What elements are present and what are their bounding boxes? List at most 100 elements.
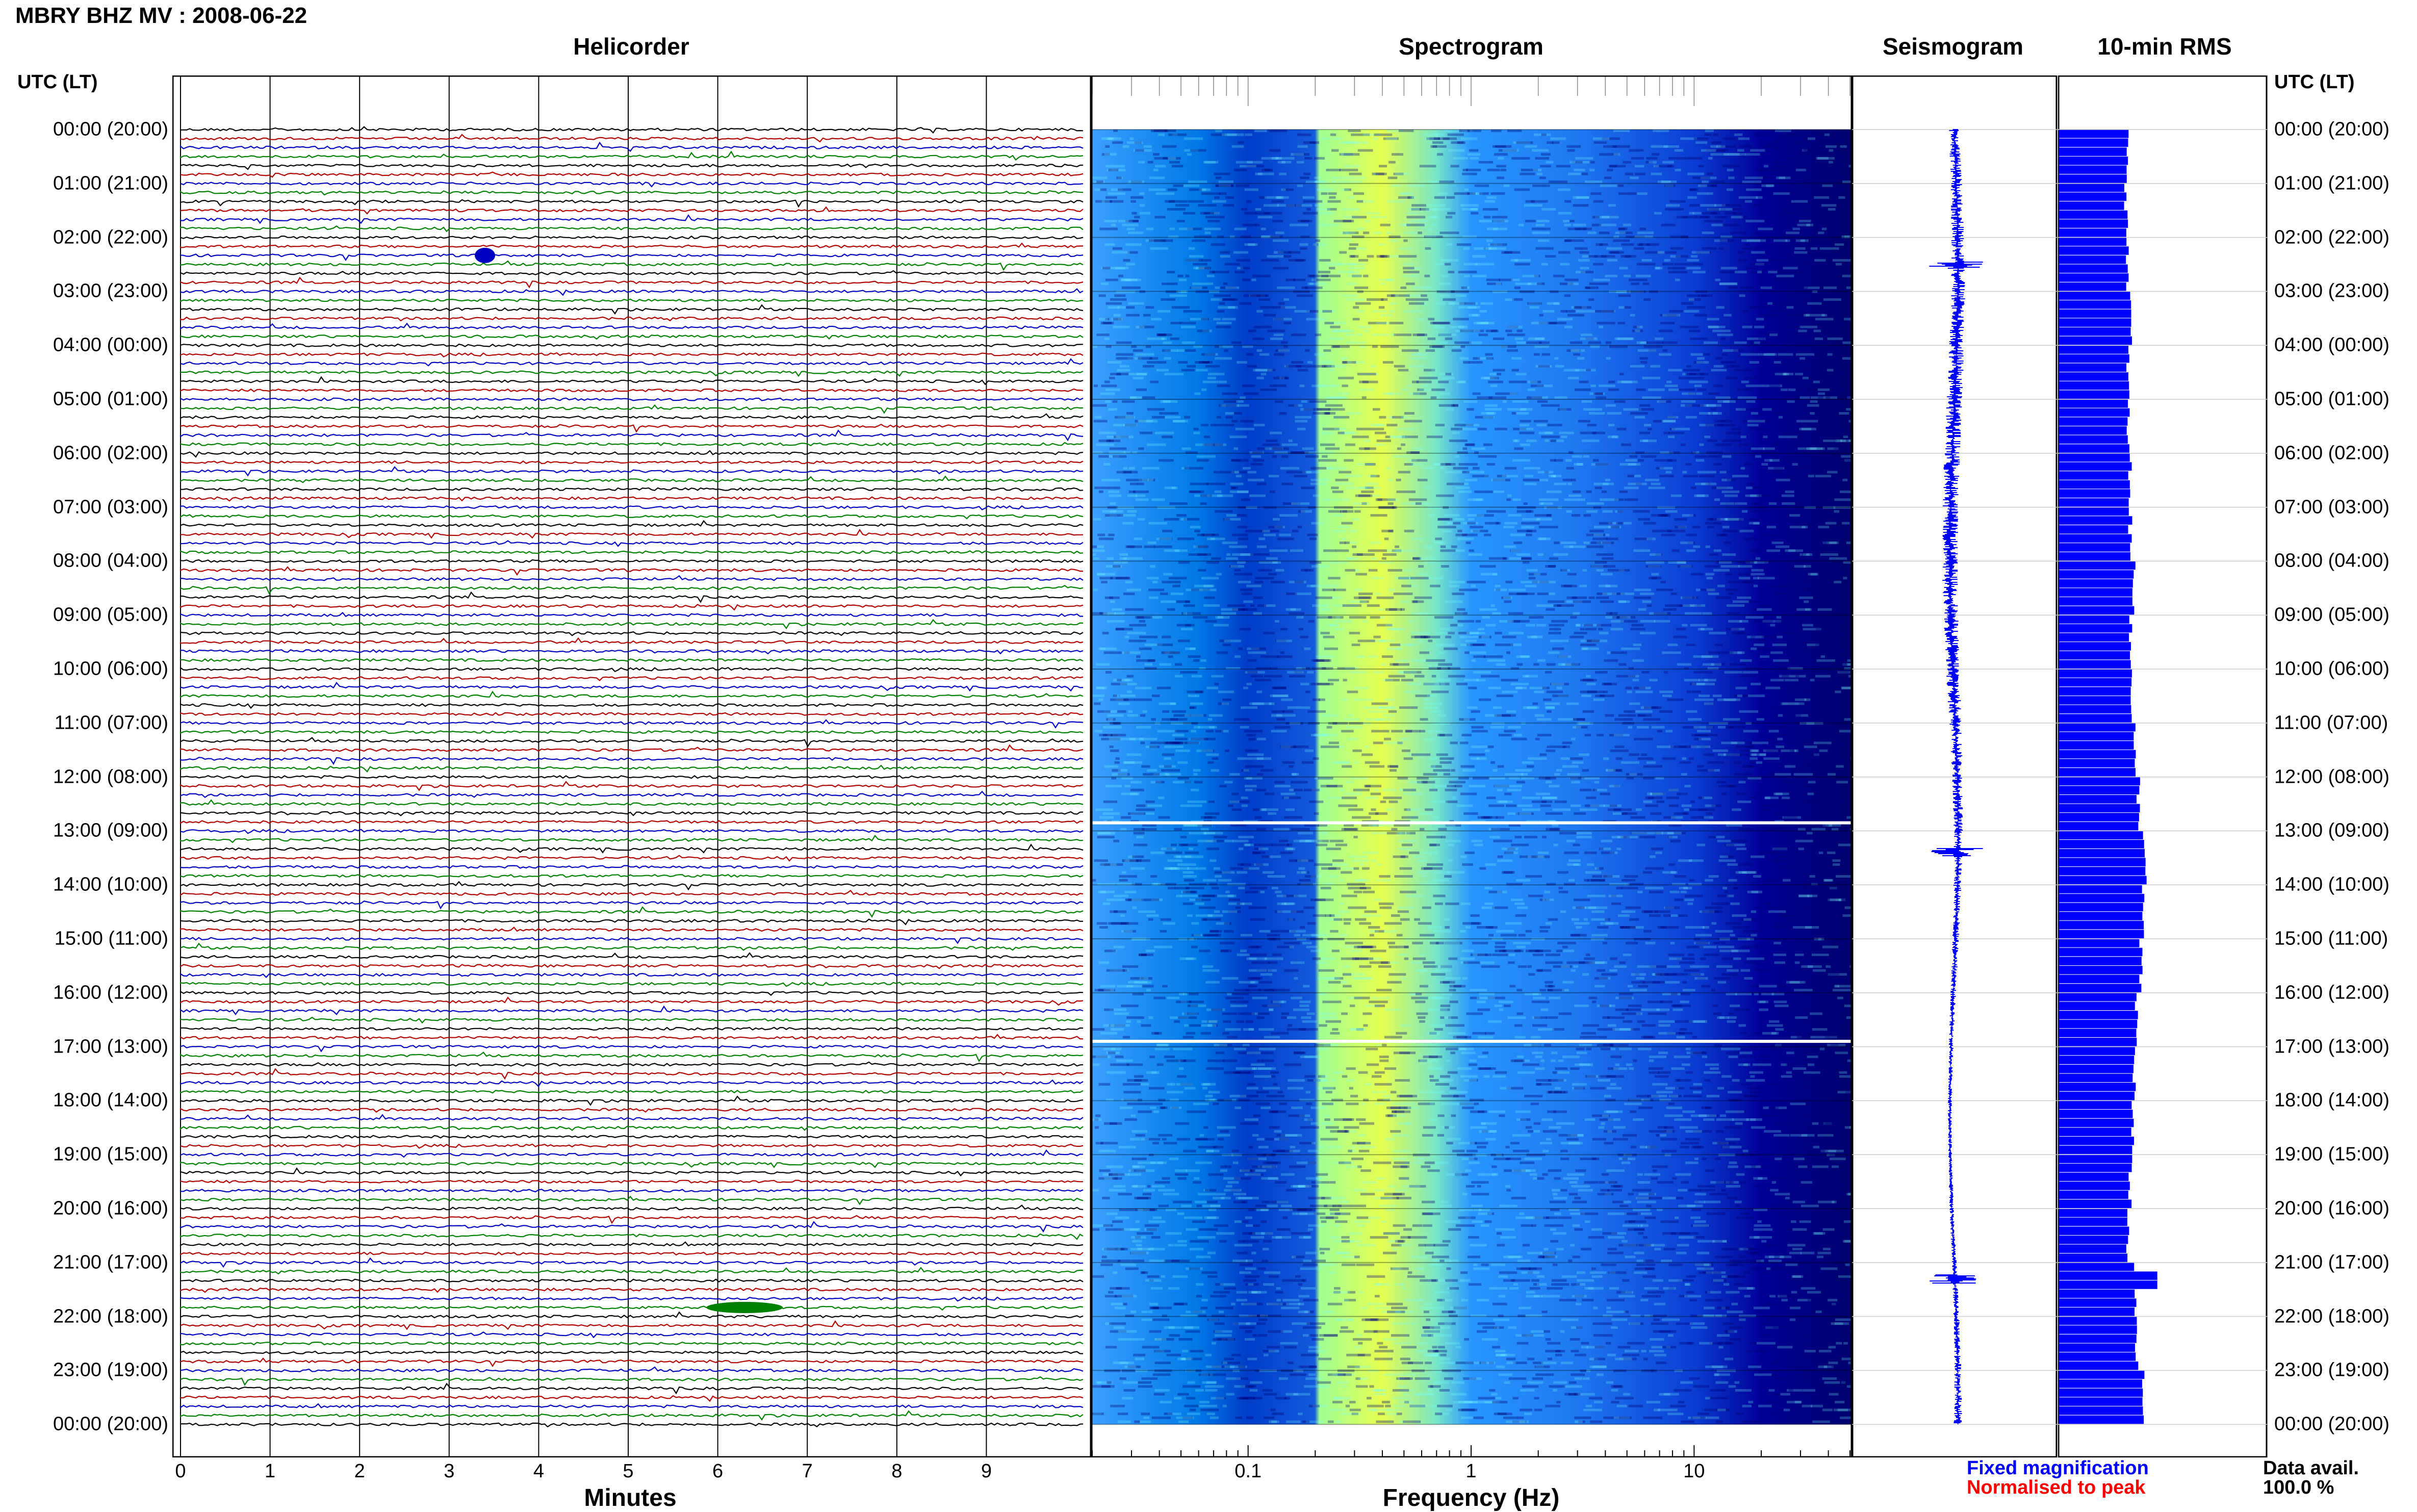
- spectrogram-cell: [1751, 412, 1758, 415]
- spectrogram-cell: [1659, 353, 1672, 356]
- spectrogram-cell: [1703, 663, 1714, 666]
- spectrogram-cell: [1289, 765, 1294, 768]
- spectrogram-cell: [1386, 808, 1394, 811]
- spectrogram-cell: [1617, 836, 1624, 838]
- spectrogram-cell: [1725, 518, 1739, 521]
- spectrogram-cell: [1457, 608, 1465, 611]
- spectrogram-cell: [1553, 275, 1565, 277]
- spectrogram-cell: [1262, 530, 1270, 532]
- spectrogram-cell: [1276, 196, 1289, 199]
- spectrogram-cell: [1231, 342, 1242, 344]
- spectrogram-cell: [1358, 259, 1368, 262]
- spectrogram-cell: [1436, 302, 1446, 305]
- spectrogram-cell: [1506, 651, 1510, 654]
- spectrogram-cell: [1168, 859, 1182, 862]
- spectrogram-cell: [1629, 455, 1637, 458]
- spectrogram-cell: [1145, 663, 1153, 666]
- spectrogram-cell: [1531, 322, 1548, 324]
- spectrogram-cell: [1566, 310, 1575, 313]
- spectrogram-cell: [1187, 612, 1201, 614]
- spectrogram-cell: [1724, 542, 1732, 544]
- spectrogram-cell: [1664, 185, 1676, 187]
- spectrogram-cell: [1722, 224, 1739, 226]
- spectrogram-cell: [1107, 557, 1114, 560]
- spectrogram-cell: [1671, 816, 1683, 819]
- spectrogram-cell: [1144, 546, 1155, 548]
- spectrogram-cell: [1180, 671, 1198, 674]
- spectrogram-cell: [1574, 306, 1582, 309]
- spectrogram-cell: [1467, 408, 1474, 411]
- spectrogram-cell: [1475, 185, 1489, 187]
- spectrogram-cell: [1222, 871, 1235, 874]
- spectrogram-cell: [1174, 828, 1182, 831]
- spectrogram-cell: [1165, 773, 1181, 776]
- spectrogram-cell: [1240, 165, 1256, 167]
- spectrogram-cell: [1357, 553, 1375, 556]
- spectrogram-cell: [1742, 326, 1753, 328]
- spectrogram-cell: [1253, 459, 1265, 462]
- spectrogram-cell: [1373, 741, 1383, 744]
- spectrogram-cell: [1590, 565, 1608, 568]
- spectrogram-cell: [1701, 294, 1712, 297]
- spectrogram-cell: [1124, 761, 1143, 764]
- spectrogram-cell: [1754, 342, 1760, 344]
- spectrogram-cell: [1755, 455, 1761, 458]
- spectrogram-cell: [1589, 412, 1605, 415]
- spectrogram-cell: [1458, 620, 1475, 623]
- spectrogram-cell: [1838, 671, 1849, 674]
- time-label-right: 08:00 (04:00): [2274, 550, 2389, 572]
- spectrogram-cell: [1211, 557, 1221, 560]
- spectrogram-cell: [1829, 161, 1833, 164]
- spectrogram-cell: [1450, 302, 1455, 305]
- spectrogram-cell: [1556, 769, 1562, 772]
- spectrogram-cell: [1363, 232, 1369, 234]
- spectrogram-cell: [1357, 373, 1376, 375]
- spectrogram-cell: [1637, 726, 1649, 729]
- spectrogram-cell: [1328, 200, 1341, 203]
- spectrogram-cell: [1161, 298, 1175, 301]
- spectrogram-cell: [1727, 863, 1738, 866]
- spectrogram-cell: [1757, 718, 1764, 721]
- spectrogram-cell: [1722, 887, 1727, 889]
- spectrogram-cell: [1281, 699, 1293, 701]
- spectrogram-cell: [1437, 153, 1443, 156]
- spectrogram-cell: [1714, 420, 1732, 422]
- spectrogram-cell: [1624, 498, 1638, 501]
- spectrogram-cell: [1211, 675, 1223, 678]
- spectrogram-cell: [1193, 769, 1201, 772]
- spectrogram-cell: [1492, 612, 1501, 614]
- spectrogram-cell: [1291, 773, 1299, 776]
- spectrogram-cell: [1480, 565, 1496, 568]
- spectrogram-cell: [1772, 444, 1780, 446]
- spectrogram-cell: [1461, 856, 1467, 858]
- spectrogram-cell: [1796, 169, 1806, 171]
- spectrogram-cell: [1526, 534, 1532, 536]
- spectrogram-cell: [1334, 220, 1352, 222]
- spectrogram-cell: [1418, 639, 1424, 642]
- spectrogram-cell: [1419, 377, 1438, 379]
- spectrogram-cell: [1638, 349, 1656, 352]
- spectrogram-cell: [1438, 663, 1452, 666]
- spectrogram-cell: [1235, 655, 1241, 658]
- spectrogram-cell: [1607, 412, 1622, 415]
- spectrogram-cell: [1720, 534, 1728, 536]
- spectrogram-cell: [1249, 738, 1256, 740]
- spectrogram-cell: [1622, 887, 1638, 889]
- spectrogram-cell: [1670, 247, 1683, 250]
- spectrogram-cell: [1479, 608, 1497, 611]
- spectrogram-cell: [1362, 867, 1370, 870]
- spectrogram-cell: [1536, 224, 1545, 226]
- spectrogram-cell: [1101, 283, 1109, 285]
- spectrogram-cell: [1830, 899, 1841, 901]
- spectrogram-cell: [1211, 537, 1225, 540]
- spectrogram-cell: [1506, 710, 1516, 713]
- spectrogram-cell: [1769, 585, 1787, 587]
- spectrogram-cell: [1669, 789, 1679, 791]
- spectrogram-cell: [1798, 298, 1814, 301]
- spectrogram-cell: [1350, 671, 1367, 674]
- spectrogram-cell: [1574, 899, 1590, 901]
- spectrogram-cell: [1726, 824, 1742, 827]
- spectrogram-cell: [1764, 797, 1770, 799]
- spectrogram-cell: [1131, 867, 1145, 870]
- spectrogram-cell: [1134, 832, 1145, 834]
